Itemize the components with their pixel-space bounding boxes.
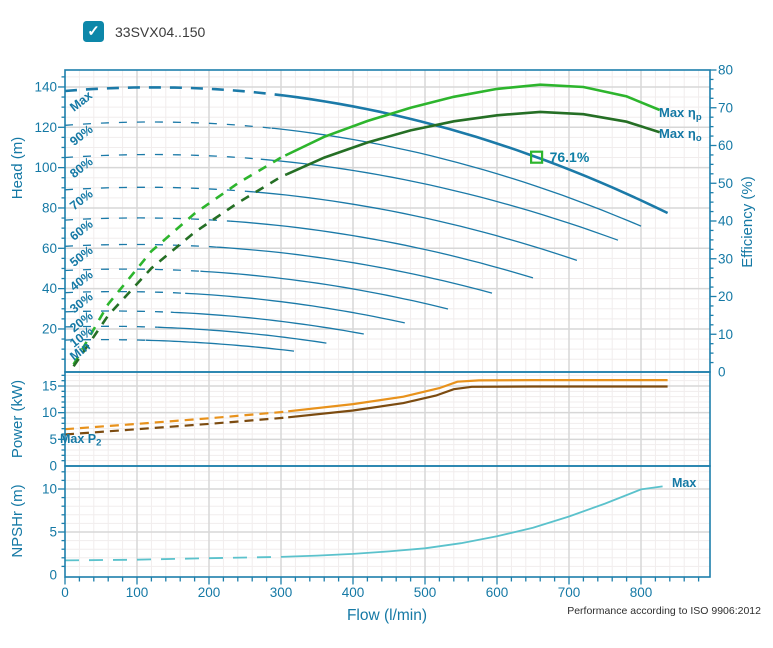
series-label: 33SVX04..150 [115, 23, 206, 40]
head-curve-50pct-dashed [64, 243, 217, 248]
efficiency-axis-title: Efficiency (%) [739, 176, 756, 267]
svg-text:100: 100 [126, 585, 149, 600]
series-checkbox[interactable]: ✓ [83, 21, 104, 42]
power-curve-orange-dashed [64, 410, 289, 431]
svg-text:20: 20 [42, 321, 57, 336]
speed-label-60pct: 60% [67, 217, 95, 243]
head-curve-Max-dashed [64, 86, 282, 97]
svg-text:0: 0 [61, 585, 69, 600]
power-axis-title: Power (kW) [9, 380, 26, 458]
svg-text:15: 15 [42, 379, 57, 394]
head-curve-10pct-dashed [64, 325, 158, 328]
grid-major [65, 70, 710, 577]
head-curve-10pct-solid [157, 326, 327, 344]
svg-text:50: 50 [718, 176, 733, 191]
efficiency-curve-p-solid [284, 83, 661, 157]
svg-text:10: 10 [42, 482, 57, 497]
efficiency-max-label-o: Max ηo [659, 126, 702, 144]
head-axis-title: Head (m) [9, 137, 26, 200]
power-curve-brown-dashed [64, 416, 289, 436]
checkmark-icon: ✓ [87, 23, 100, 40]
svg-text:700: 700 [558, 585, 581, 600]
head-curve-30pct-dashed [64, 290, 186, 294]
svg-text:70: 70 [718, 100, 733, 115]
svg-text:800: 800 [630, 585, 653, 600]
npshr-max-label: Max [672, 476, 696, 490]
head-curve-50pct-solid [216, 246, 493, 294]
power-curve-orange-solid [288, 379, 668, 413]
svg-text:600: 600 [486, 585, 509, 600]
head-curve-Min-solid [145, 339, 295, 352]
head-curve-70pct-dashed [64, 186, 247, 192]
head-curve-90pct-solid [271, 127, 642, 227]
svg-text:300: 300 [270, 585, 293, 600]
svg-text:0: 0 [718, 365, 726, 380]
speed-label-Max: Max [67, 88, 95, 114]
power-curves [64, 379, 668, 436]
efficiency-curve-p-dashed [72, 154, 286, 366]
duty-point-marker[interactable] [529, 150, 544, 164]
svg-text:60: 60 [718, 138, 733, 153]
annotations: Max ηp Max ηo Max P2 Max 76.1% [60, 105, 702, 490]
svg-text:10: 10 [718, 327, 733, 342]
svg-text:5: 5 [49, 432, 57, 447]
efficiency-curves [72, 83, 661, 368]
svg-text:60: 60 [42, 241, 57, 256]
svg-text:80: 80 [718, 63, 733, 78]
npsh-curve [64, 485, 663, 562]
speed-label-50pct: 50% [67, 243, 95, 269]
power-curve-brown-solid [288, 385, 668, 419]
axis-titles: Head (m) Power (kW) NPSHr (m) Efficiency (%… [9, 137, 756, 624]
npshr-axis-title: NPSHr (m) [9, 484, 26, 557]
head-curve-40pct-solid [200, 270, 449, 310]
npshr-curve-dashed [64, 556, 282, 562]
svg-text:30: 30 [718, 251, 733, 266]
svg-text:200: 200 [198, 585, 221, 600]
head-curve-70pct-solid [246, 190, 578, 262]
head-curve-Min-dashed [64, 338, 146, 341]
head-curve-80pct-dashed [64, 153, 261, 160]
svg-text:400: 400 [342, 585, 365, 600]
svg-text:80: 80 [42, 200, 57, 215]
speed-label-70pct: 70% [67, 187, 95, 213]
head-curve-20pct-solid [170, 311, 364, 335]
head-curves [64, 86, 669, 352]
svg-text:500: 500 [414, 585, 437, 600]
tick-labels: 2040608010012014001020304050607080051015… [34, 63, 733, 601]
svg-text:0: 0 [49, 568, 57, 583]
max-p2-label: Max P2 [60, 432, 101, 449]
head-curve-20pct-dashed [64, 310, 171, 313]
svg-text:140: 140 [34, 79, 57, 94]
head-curve-80pct-solid [260, 158, 619, 241]
head-curve-60pct-solid [230, 220, 534, 279]
svg-text:5: 5 [49, 525, 57, 540]
svg-text:20: 20 [718, 289, 733, 304]
panel-border-2 [64, 465, 711, 578]
speed-label-80pct: 80% [67, 154, 95, 180]
speed-label-90pct: 90% [67, 122, 95, 148]
speed-label-40pct: 40% [67, 267, 95, 293]
svg-text:120: 120 [34, 120, 57, 135]
duty-point-efficiency-label: 76.1% [550, 149, 590, 165]
svg-text:10: 10 [42, 405, 57, 420]
efficiency-max-label-p: Max ηp [659, 105, 702, 123]
head-curve-30pct-solid [185, 292, 405, 324]
svg-text:100: 100 [34, 160, 57, 175]
svg-text:40: 40 [42, 281, 57, 296]
efficiency-curve-o-solid [286, 110, 661, 176]
head-curve-40pct-dashed [64, 268, 201, 272]
series-legend-row: ✓ 33SVX04..150 [83, 21, 205, 42]
svg-text:40: 40 [718, 214, 733, 229]
iso-standard-note: Performance according to ISO 9906:2012 [567, 605, 761, 617]
head-curve-Max-solid [280, 93, 669, 215]
svg-text:0: 0 [49, 459, 57, 474]
npshr-curve-solid [280, 485, 663, 558]
flow-axis-title: Flow (l/min) [347, 607, 427, 624]
axis-ticks [58, 69, 717, 585]
